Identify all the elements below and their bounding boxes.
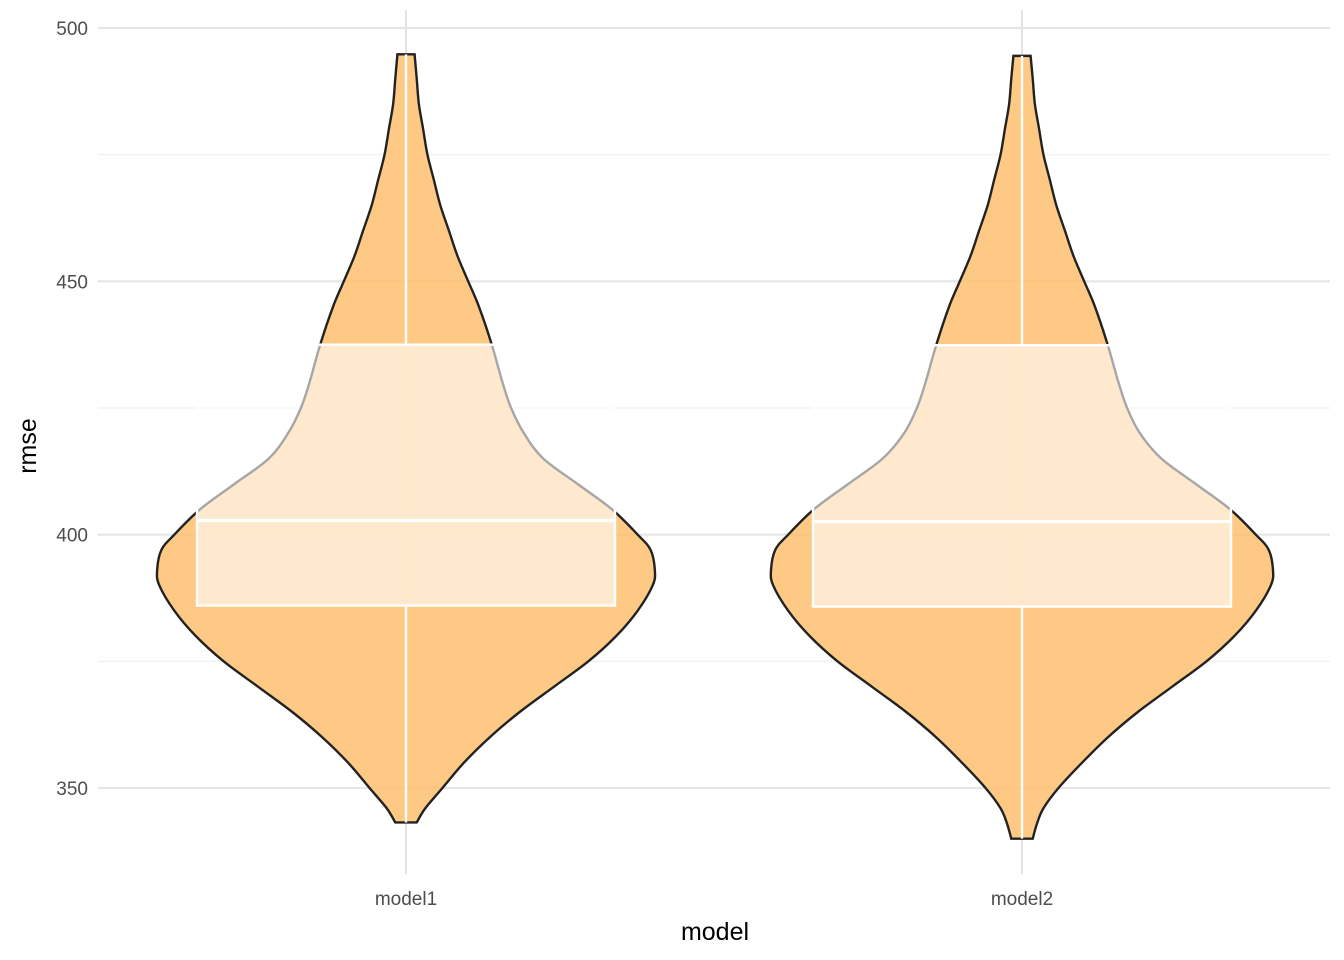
x-tick-label: model2: [991, 889, 1053, 910]
x-tick-label: model1: [375, 889, 437, 910]
y-tick-labels: 350 400 450 500: [56, 19, 88, 800]
x-tick-labels: model1 model2: [375, 889, 1053, 910]
y-tick-label: 500: [56, 19, 88, 40]
y-tick-label: 450: [56, 272, 88, 293]
y-tick-label: 350: [56, 779, 88, 800]
box-model2: [811, 343, 1233, 608]
y-axis-title: rmse: [14, 418, 42, 474]
y-tick-label: 400: [56, 526, 88, 547]
x-axis-title: model: [681, 918, 749, 946]
violins: [155, 53, 1275, 840]
box-model1: [195, 343, 617, 607]
